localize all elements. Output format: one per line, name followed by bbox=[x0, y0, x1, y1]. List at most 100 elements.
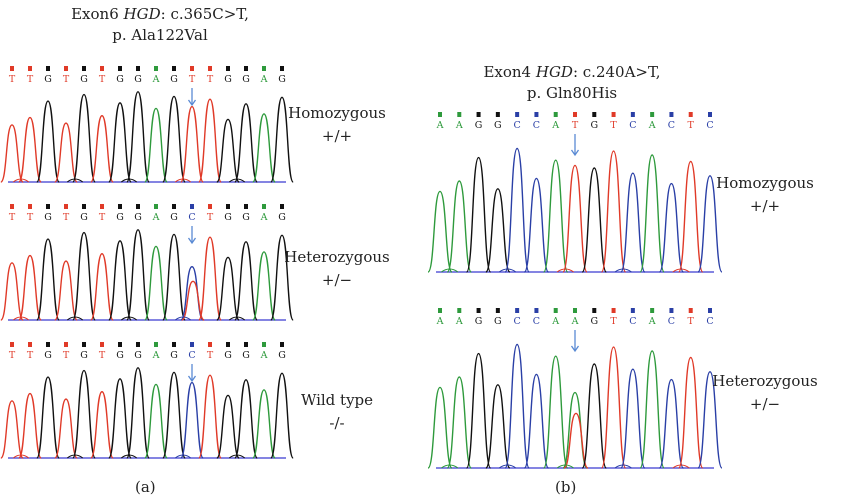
peak-G-4 bbox=[72, 369, 96, 459]
base-call: C bbox=[629, 120, 636, 131]
peak-G-2 bbox=[36, 376, 60, 459]
base-call: T bbox=[572, 120, 579, 131]
quality-bar bbox=[82, 204, 86, 209]
genotype-name: Heterozygous bbox=[284, 248, 390, 266]
quality-bar bbox=[573, 308, 577, 313]
base-call: T bbox=[27, 74, 34, 85]
trace-noise bbox=[228, 316, 246, 321]
peak-A-1 bbox=[446, 180, 472, 273]
quality-bar bbox=[438, 308, 442, 313]
quality-bar bbox=[280, 204, 284, 209]
base-call: G bbox=[116, 350, 124, 361]
peak-C-4 bbox=[504, 343, 530, 469]
trace-noise bbox=[672, 464, 690, 469]
quality-bar bbox=[553, 112, 558, 117]
trace-noise bbox=[66, 178, 84, 183]
quality-bar bbox=[244, 342, 248, 347]
peak-C-14 bbox=[697, 371, 723, 469]
peak-G-15 bbox=[270, 234, 294, 321]
base-call: T bbox=[27, 212, 34, 223]
base-call: T bbox=[207, 74, 214, 85]
quality-bar bbox=[280, 342, 284, 347]
base-call: G bbox=[224, 212, 232, 223]
panel-b-letter: (b) bbox=[555, 478, 577, 496]
peak-T-1 bbox=[18, 116, 42, 183]
base-call: G bbox=[475, 120, 483, 131]
base-call: T bbox=[99, 212, 106, 223]
quality-bar bbox=[136, 204, 140, 209]
quality-bar bbox=[438, 112, 442, 117]
peak-G-7 bbox=[126, 367, 150, 459]
peak-G-15 bbox=[270, 96, 294, 183]
mutation-label: : c.240A>T, bbox=[572, 63, 661, 81]
peak-A-0 bbox=[427, 190, 453, 273]
base-call: A bbox=[260, 350, 268, 361]
base-call: T bbox=[207, 212, 214, 223]
panel-b-title-line1: Exon4 HGD: c.240A>T, bbox=[452, 62, 692, 83]
peak-T-1 bbox=[18, 254, 42, 321]
base-call: G bbox=[116, 212, 124, 223]
peak-G-4 bbox=[72, 93, 96, 183]
quality-bar bbox=[611, 308, 616, 313]
peak-A-8 bbox=[144, 245, 168, 321]
peak-G-3 bbox=[485, 188, 511, 273]
peak-T-0 bbox=[0, 124, 24, 183]
base-call: C bbox=[514, 316, 521, 327]
peak-A-8 bbox=[144, 107, 168, 183]
peak-T-7 bbox=[562, 164, 588, 273]
quality-bar bbox=[476, 308, 481, 313]
base-call: C bbox=[188, 350, 195, 361]
genotype-label-a-3: Wild type -/- bbox=[282, 389, 392, 435]
peak-A-11 bbox=[639, 154, 665, 273]
peak-T-0 bbox=[0, 400, 24, 459]
mutation-label: : c.365C>T, bbox=[160, 5, 249, 23]
quality-bar bbox=[262, 66, 266, 71]
quality-bar bbox=[208, 204, 212, 209]
quality-bar bbox=[64, 342, 68, 347]
quality-bar bbox=[190, 204, 194, 209]
quality-bar bbox=[154, 66, 158, 71]
genotype-name: Heterozygous bbox=[712, 372, 818, 390]
trace-noise bbox=[120, 454, 138, 459]
exon-label: Exon4 bbox=[483, 63, 536, 81]
quality-bar bbox=[457, 112, 462, 117]
peak-G-2 bbox=[36, 100, 60, 183]
quality-bar bbox=[10, 204, 14, 209]
genotype-name: Homozygous bbox=[288, 104, 386, 122]
peak-G-6 bbox=[108, 240, 132, 321]
peak-G-4 bbox=[72, 231, 96, 321]
quality-bar bbox=[100, 204, 104, 209]
gene-name: HGD bbox=[123, 5, 161, 23]
base-call: T bbox=[63, 350, 70, 361]
trace-noise bbox=[120, 178, 138, 183]
genotype-symbol: -/- bbox=[329, 414, 345, 432]
peak-G-2 bbox=[465, 352, 492, 469]
base-call: G bbox=[278, 212, 286, 223]
peak-A-1 bbox=[446, 376, 472, 469]
base-call: C bbox=[706, 120, 713, 131]
genotype-symbol: +/+ bbox=[321, 127, 353, 145]
quality-bar bbox=[226, 342, 230, 347]
quality-bar bbox=[534, 112, 539, 117]
peak-C-10 bbox=[180, 381, 204, 459]
quality-bar bbox=[190, 342, 194, 347]
peak-G-7 bbox=[126, 229, 150, 321]
base-call: A bbox=[648, 316, 656, 327]
genotype-name: Wild type bbox=[300, 391, 374, 409]
base-call: G bbox=[44, 350, 52, 361]
base-call: A bbox=[436, 316, 444, 327]
peak-A-0 bbox=[427, 386, 453, 469]
trace-noise bbox=[614, 464, 632, 469]
peak-G-9 bbox=[162, 233, 186, 321]
trace-noise bbox=[440, 268, 459, 273]
trace-noise bbox=[66, 454, 84, 459]
base-call: T bbox=[189, 74, 196, 85]
peak-T-10-minor bbox=[181, 280, 205, 321]
quality-bar bbox=[172, 204, 176, 209]
base-call: T bbox=[99, 74, 106, 85]
quality-bar bbox=[46, 204, 50, 209]
trace-noise bbox=[174, 454, 192, 459]
base-call: C bbox=[706, 316, 713, 327]
base-call: T bbox=[207, 350, 214, 361]
